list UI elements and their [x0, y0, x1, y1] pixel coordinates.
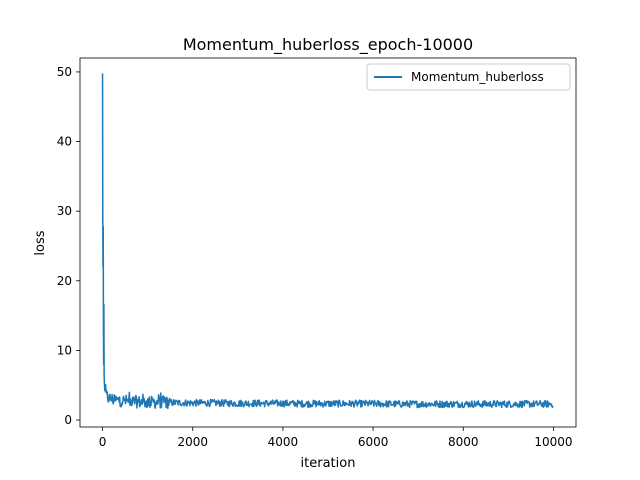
y-tick-label: 0	[64, 413, 72, 427]
y-tick-label: 10	[57, 343, 72, 357]
y-tick-label: 50	[57, 65, 72, 79]
plot-area: 0 2000 4000 6000 8000 10000 0 10 20 30 40 50 Momentu…	[57, 57, 577, 449]
series-line	[101, 73, 554, 410]
legend-label: Momentum_huberloss	[411, 70, 544, 84]
x-tick-label: 6000	[358, 435, 389, 449]
x-tick-label: 2000	[177, 435, 208, 449]
y-tick-label: 20	[57, 274, 72, 288]
axes-frame	[79, 57, 577, 428]
x-axis-label: iteration	[301, 456, 356, 471]
x-tick-label: 4000	[268, 435, 299, 449]
x-tick-label: 0	[99, 435, 107, 449]
legend-box	[366, 63, 571, 91]
y-axis-label: loss	[33, 230, 48, 255]
chart-title: Momentum_huberloss_epoch-10000	[183, 35, 473, 55]
y-tick-label: 40	[57, 135, 72, 149]
x-tick-label: 8000	[448, 435, 479, 449]
y-tick-label: 30	[57, 204, 72, 218]
x-tick-label: 10000	[534, 435, 572, 449]
